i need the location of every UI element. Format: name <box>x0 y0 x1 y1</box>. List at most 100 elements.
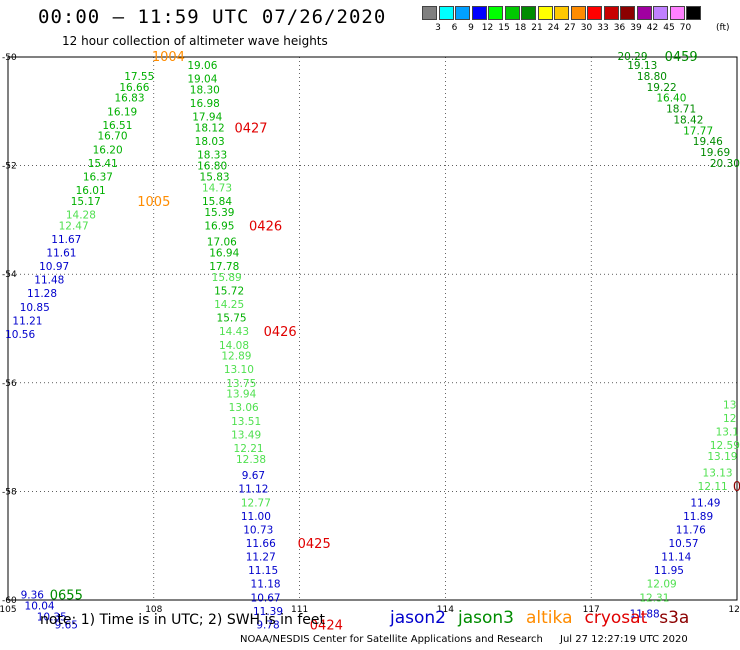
color-scale-label: 3 <box>435 23 441 33</box>
pass-time-label: 0 <box>733 480 740 495</box>
wave-height-point: 14.73 <box>202 182 232 194</box>
wave-height-point: 17.78 <box>209 261 239 273</box>
wave-height-point: 9.78 <box>256 619 279 631</box>
color-scale-label: 39 <box>630 23 642 33</box>
y-tick-label: -54 <box>2 270 17 280</box>
wave-height-point: 17.06 <box>207 237 237 249</box>
wave-height-point: 11.21 <box>12 315 42 327</box>
wave-height-point: 19.46 <box>693 136 723 148</box>
color-scale-label: 27 <box>564 23 576 33</box>
y-tick-label: -60 <box>2 596 17 606</box>
wave-height-point: 18.33 <box>197 150 227 162</box>
wave-height-point: 18.71 <box>666 104 696 116</box>
wave-height-point: 14.25 <box>214 299 244 311</box>
color-scale-swatch <box>422 6 437 20</box>
wave-height-point: 16.80 <box>197 161 227 173</box>
wave-height-point: 18.80 <box>637 71 667 83</box>
wave-height-point: 18.12 <box>195 123 225 135</box>
color-scale-label: 24 <box>547 23 560 33</box>
wave-height-point: 16.37 <box>83 171 113 183</box>
wave-height-point: 13.06 <box>229 402 259 414</box>
wave-height-point: 12.89 <box>221 351 251 363</box>
wave-height-point: 10.57 <box>669 538 699 550</box>
x-tick-label: 108 <box>145 605 162 615</box>
wave-height-point: 10.56 <box>5 329 35 341</box>
wave-height-point: 12.11 <box>698 481 728 493</box>
wave-height-point: 15.84 <box>202 196 232 208</box>
wave-height-point: 19.69 <box>700 147 730 159</box>
x-tick-label: 111 <box>291 605 308 615</box>
wave-height-point: 12.47 <box>59 220 89 232</box>
wave-height-point: 11.18 <box>251 579 281 591</box>
wave-height-point: 17.77 <box>683 125 713 137</box>
pass-time-label: 0459 <box>665 50 698 65</box>
wave-height-point: 19.22 <box>647 82 677 94</box>
color-scale-swatch <box>570 6 586 20</box>
color-scale-label: 15 <box>498 23 510 33</box>
wave-height-point: 12.09 <box>647 579 677 591</box>
pass-time-label: 0426 <box>264 325 297 340</box>
wave-height-point: 13.94 <box>226 389 256 401</box>
y-tick-label: -52 <box>2 162 17 172</box>
x-tick-label: 117 <box>583 605 600 615</box>
color-scale-label: 42 <box>646 23 659 33</box>
chart-subtitle: 12 hour collection of altimeter wave hei… <box>62 34 328 48</box>
wave-height-point: 11.67 <box>51 234 81 246</box>
color-scale-swatch <box>669 6 685 20</box>
color-scale-swatch <box>471 6 487 20</box>
satellite-legend-item: s3a <box>659 608 690 628</box>
color-scale-label: 12 <box>481 23 494 33</box>
wave-height-point: 9.36 <box>21 590 45 602</box>
wave-height-point: 16.19 <box>107 106 137 118</box>
wave-height-point: 16.70 <box>97 131 127 143</box>
color-scale-label: 30 <box>580 23 593 33</box>
y-tick-label: -58 <box>2 487 17 497</box>
wave-height-point: 14.28 <box>66 209 96 221</box>
wave-height-point: 16.01 <box>76 185 106 197</box>
wave-height-point: 16.40 <box>656 93 686 105</box>
pass-time-label: 0424 <box>310 618 343 633</box>
wave-height-point: 15.89 <box>212 272 242 284</box>
pass-time-label: 1005 <box>137 195 170 210</box>
wave-height-point: 17.55 <box>124 71 154 83</box>
wave-height-point: 19.13 <box>627 60 657 72</box>
color-scale-swatch <box>455 6 470 20</box>
wave-height-point: 11.27 <box>246 552 276 564</box>
wave-height-point: 18.30 <box>190 85 220 97</box>
wave-height-point: 13.19 <box>707 451 737 463</box>
wave-height-point: 12.59 <box>710 440 740 452</box>
wave-height-point: 14.43 <box>219 326 249 338</box>
wave-height-point: 20.29 <box>617 51 647 63</box>
wave-height-point: 9.67 <box>242 470 265 482</box>
wave-height-point: 11.88 <box>630 609 660 621</box>
wave-height-point: 9.65 <box>55 619 78 631</box>
wave-height-point: 12.31 <box>639 592 669 604</box>
wave-height-point: 16.95 <box>204 220 234 232</box>
wave-height-point: 16.66 <box>119 82 149 94</box>
color-scale-label: 18 <box>514 23 527 33</box>
wave-height-point: 11.28 <box>27 288 57 300</box>
wave-height-point: 13.75 <box>226 378 256 390</box>
color-scale-swatch <box>620 6 635 20</box>
wave-height-point: 19.06 <box>187 60 217 72</box>
wave-height-point: 15.39 <box>204 207 234 219</box>
wave-height-point: 12.77 <box>241 497 271 509</box>
wave-height-point: 13.49 <box>231 429 261 441</box>
wave-height-point: 11.00 <box>241 511 271 523</box>
color-scale-unit: (ft) <box>716 23 730 33</box>
wave-height-point: 10.04 <box>25 600 55 612</box>
wave-height-point: 15.83 <box>200 171 230 183</box>
satellite-legend: jason2 jason3 altika cryosat s3a <box>390 608 701 628</box>
wave-height-point: 13.51 <box>231 416 261 428</box>
wave-height-point: 13 <box>723 400 736 412</box>
wave-height-point: 17.94 <box>192 112 222 124</box>
wave-height-point: 18.03 <box>195 136 225 148</box>
wave-height-point: 10.85 <box>20 302 50 314</box>
wave-height-point: 19.04 <box>187 74 217 86</box>
wave-height-point: 11.89 <box>683 511 713 523</box>
color-scale-label: 6 <box>451 23 458 33</box>
wave-height-point: 16.98 <box>190 98 220 110</box>
y-tick-label: -56 <box>2 379 17 389</box>
pass-time-label: 0427 <box>234 122 267 137</box>
wave-height-point: 15.75 <box>217 313 247 325</box>
